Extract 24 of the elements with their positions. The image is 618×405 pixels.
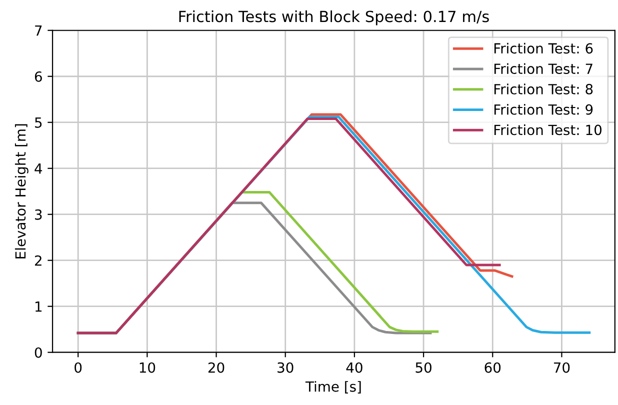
legend-label: Friction Test: 6 xyxy=(494,42,593,54)
x-tick-label: 70 xyxy=(554,362,570,373)
x-tick-label: 20 xyxy=(208,362,224,373)
x-tick-label: 60 xyxy=(484,362,501,373)
x-tick-label: 40 xyxy=(346,362,362,373)
legend-label: Friction Test: 8 xyxy=(494,84,593,94)
y-tick-label: 2 xyxy=(34,255,42,266)
legend-label: Friction Test: 10 xyxy=(494,124,602,136)
y-tick-label: 5 xyxy=(35,118,42,128)
x-tick-label: 10 xyxy=(140,362,156,373)
chart-title: Friction Tests with Block Speed: 0.17 m/s xyxy=(179,10,489,26)
legend-label: Friction Test: 9 xyxy=(494,104,593,115)
x-tick-label: 0 xyxy=(74,362,82,373)
y-tick-label: 3 xyxy=(35,209,42,220)
x-tick-label: 50 xyxy=(416,362,432,373)
y-tick-label: 6 xyxy=(34,71,42,82)
legend-label: Friction Test: 7 xyxy=(494,63,592,74)
y-tick-label: 7 xyxy=(35,26,42,36)
y-axis-title: Elevator Height [m] xyxy=(14,124,28,258)
y-tick-label: 1 xyxy=(35,302,42,312)
y-tick-label: 4 xyxy=(34,164,42,174)
y-tick-label: 0 xyxy=(34,347,42,358)
x-axis-title: Time [s] xyxy=(305,381,361,394)
x-tick-label: 30 xyxy=(278,362,294,373)
